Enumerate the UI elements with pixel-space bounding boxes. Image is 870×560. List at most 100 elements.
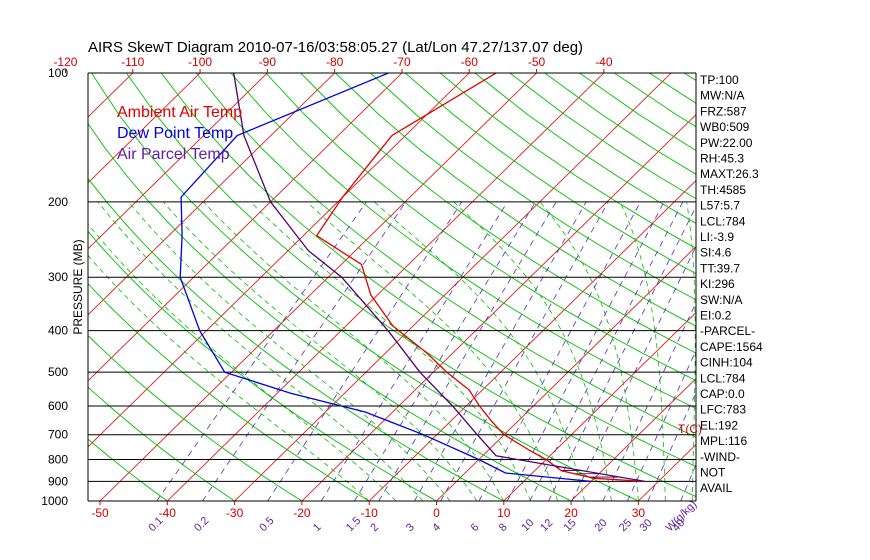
isotherm-line: [99, 73, 537, 501]
dry-adiabat-line: [88, 122, 572, 501]
top-temp-tick-label: -40: [595, 55, 613, 69]
index-entry: L57:5.7: [700, 199, 740, 213]
index-entry: MW:N/A: [700, 89, 744, 103]
pressure-tick-label: 800: [48, 453, 68, 467]
isotherm-line: [436, 246, 696, 501]
index-entry: MAXT:26.3: [700, 167, 759, 181]
index-entry: FRZ:587: [700, 104, 747, 118]
index-entry: LCL:784: [700, 214, 746, 228]
top-temp-tick-label: -110: [121, 55, 144, 69]
mixing-ratio-line: [202, 201, 407, 501]
moist-adiabat-line: [203, 201, 505, 501]
bottom-temp-tick-label: 20: [564, 506, 578, 520]
profiles: [179, 73, 646, 483]
dry-adiabat-line: [335, 73, 696, 327]
dry-adiabat-line: [230, 73, 696, 409]
dry-adiabat-line: [88, 282, 370, 501]
moist-adiabat-line: [128, 201, 451, 501]
bottom-temp-tick-label: 0: [433, 506, 440, 520]
bottom-temp-tick-label: 30: [632, 506, 646, 520]
index-entry: KI:296: [700, 277, 735, 291]
mixing-ratio-tick-label: 4: [430, 521, 443, 534]
pressure-tick-label: 600: [48, 399, 68, 413]
isotherm-line: [88, 73, 470, 448]
index-entry: TT:39.7: [700, 261, 740, 275]
mixing-ratio-tick-label: 3: [404, 521, 417, 534]
index-entry: TP:100: [700, 73, 739, 87]
moist-adiabat-line: [539, 201, 639, 501]
top-temp-tick-label: -90: [259, 55, 277, 69]
index-entry: -PARCEL-: [700, 324, 755, 338]
pressure-tick-label: 500: [48, 365, 68, 379]
dry-adiabat-line: [160, 73, 696, 468]
index-entry: CAP:0.0: [700, 387, 745, 401]
pressure-tick-label: 300: [48, 270, 68, 284]
dry-adiabat-line: [88, 386, 235, 501]
index-entry: WB0:509: [700, 120, 750, 134]
dry-adiabat-line: [195, 73, 696, 438]
mixing-ratio-tick-label: 6: [469, 521, 482, 534]
pressure-tick-label: 900: [48, 474, 68, 488]
dry-adiabat-line: [265, 73, 696, 382]
bottom-temp-tick-label: -10: [361, 506, 379, 520]
dry-adiabat-line: [88, 334, 303, 501]
index-entry: TH:4585: [700, 183, 746, 197]
dry-adiabat-line: [404, 73, 696, 275]
mixing-ratio-line: [478, 201, 641, 501]
dry-adiabat-line: [649, 73, 696, 104]
index-entry: LCL:784: [700, 371, 746, 385]
mixing-ratio-line: [440, 201, 609, 501]
mixing-ratio-tick-label: 0.2: [192, 515, 211, 534]
ambient-temp-line: [315, 73, 645, 483]
dewpoint-line: [179, 73, 592, 483]
pressure-tick-label: 100: [48, 66, 68, 80]
chart-title: AIRS SkewT Diagram 2010-07-16/03:58:05.2…: [88, 39, 583, 56]
index-entry: EI:0.2: [700, 309, 732, 323]
dry-adiabat-line: [300, 73, 696, 354]
dry-adiabat-line: [439, 73, 696, 249]
dry-adiabat-line: [88, 438, 168, 501]
isotherm-line: [88, 73, 201, 184]
bottom-temp-tick-label: -30: [226, 506, 244, 520]
mixing-ratio-tick-label: 20: [593, 517, 610, 534]
index-entry: -WIND-: [700, 450, 740, 464]
isotherm-line: [570, 377, 696, 501]
isotherm-line: [88, 73, 268, 250]
index-entry: AVAIL: [700, 481, 733, 495]
index-entry: PW:22.00: [700, 136, 753, 150]
isotherm-line: [368, 180, 696, 501]
isotherm-line: [167, 73, 605, 501]
top-temp-tick-label: -60: [461, 55, 479, 69]
mixing-ratio-line: [548, 205, 696, 501]
isotherm-line: [840, 73, 870, 501]
dry-adiabat-line: [370, 73, 696, 301]
index-entry: CAPE:1564: [700, 340, 763, 354]
legend: Ambient Air Temp Dew Point Temp Air Parc…: [117, 104, 242, 163]
top-temp-tick-label: -120: [53, 55, 77, 69]
moist-adiabat-line: [306, 201, 558, 501]
dry-adiabat-line: [509, 73, 696, 200]
top-temp-tick-label: -50: [528, 55, 546, 69]
mixing-ratio-line: [571, 245, 696, 501]
dry-adiabat-line: [88, 230, 437, 501]
isotherm-line: [88, 73, 335, 316]
index-entry: CINH:104: [700, 356, 753, 370]
mixing-ratio-tick-label: 12: [538, 517, 555, 534]
index-entry: LFC:783: [700, 403, 746, 417]
mixing-ratio-line: [156, 201, 367, 501]
index-entry: EL:192: [700, 418, 738, 432]
mixing-ratio-tick-label: 0.5: [257, 515, 276, 534]
legend-parcel: Air Parcel Temp: [117, 146, 230, 163]
mixing-ratio-line: [354, 201, 536, 501]
index-entry: RH:45.3: [700, 152, 744, 166]
pressure-tick-label: 200: [48, 195, 68, 209]
mixing-ratio-line: [267, 201, 463, 501]
isotherm-line: [773, 73, 870, 501]
y-axis-label: PRESSURE (MB): [71, 239, 85, 334]
index-entry: NOT: [700, 466, 726, 480]
parcel-temp-line: [233, 73, 646, 483]
moist-adiabat-line: [97, 201, 424, 501]
index-entry: SI:4.6: [700, 246, 732, 260]
